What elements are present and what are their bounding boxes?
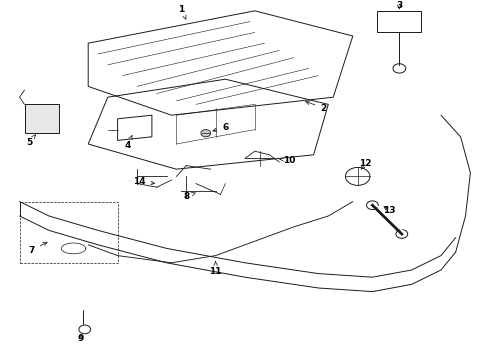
Text: 8: 8 — [183, 192, 195, 201]
Text: 7: 7 — [28, 242, 47, 255]
Bar — [377, 11, 421, 32]
Text: 9: 9 — [77, 334, 84, 343]
Text: 1: 1 — [178, 4, 186, 19]
Text: 2: 2 — [306, 101, 326, 112]
Text: 6: 6 — [213, 123, 228, 132]
Circle shape — [201, 130, 211, 137]
Text: 4: 4 — [124, 136, 132, 150]
Text: 11: 11 — [209, 262, 222, 276]
Bar — [24, 104, 59, 133]
Text: 3: 3 — [396, 1, 402, 10]
Text: 5: 5 — [26, 135, 35, 147]
Text: 14: 14 — [133, 177, 154, 186]
Text: 10: 10 — [280, 156, 295, 165]
Bar — [20, 202, 118, 263]
Text: 13: 13 — [383, 206, 396, 215]
Text: 12: 12 — [359, 159, 371, 169]
